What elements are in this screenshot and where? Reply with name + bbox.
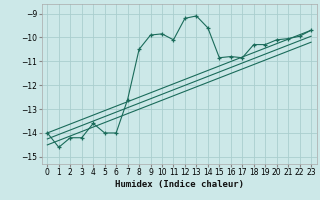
X-axis label: Humidex (Indice chaleur): Humidex (Indice chaleur) (115, 180, 244, 189)
